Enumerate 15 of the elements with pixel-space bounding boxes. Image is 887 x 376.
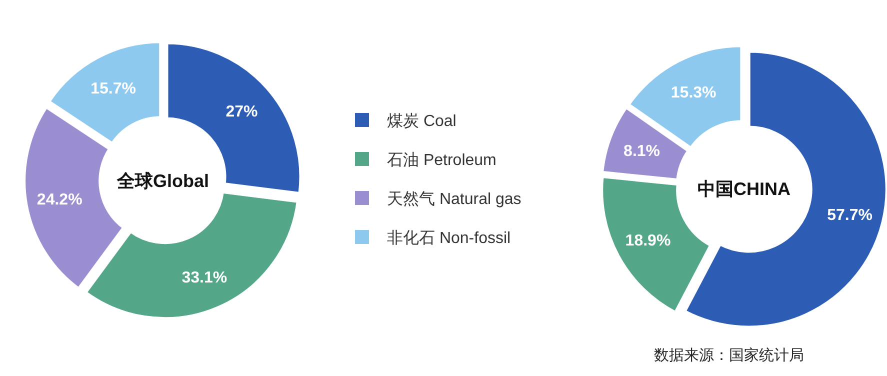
legend-label: 石油 Petroleum: [387, 151, 496, 169]
data-label: 15.3%: [670, 84, 716, 102]
data-label: 57.7%: [827, 207, 873, 224]
data-label: 27%: [226, 104, 258, 121]
data-label: 18.9%: [625, 232, 671, 250]
data-label: 24.2%: [36, 191, 82, 208]
source-note: 数据来源：国家统计局: [654, 347, 804, 364]
data-label: 33.1%: [182, 269, 228, 286]
text: 全球Global: [116, 171, 210, 191]
text: 中国CHINA: [698, 179, 790, 199]
legend-label: 煤炭 Coal: [387, 112, 456, 130]
data-label: 15.7%: [90, 80, 136, 98]
legend-label: 非化石 Non-fossil: [387, 229, 511, 247]
data-label: 8.1%: [624, 143, 660, 160]
legend-label: 天然气 Natural gas: [387, 191, 522, 208]
